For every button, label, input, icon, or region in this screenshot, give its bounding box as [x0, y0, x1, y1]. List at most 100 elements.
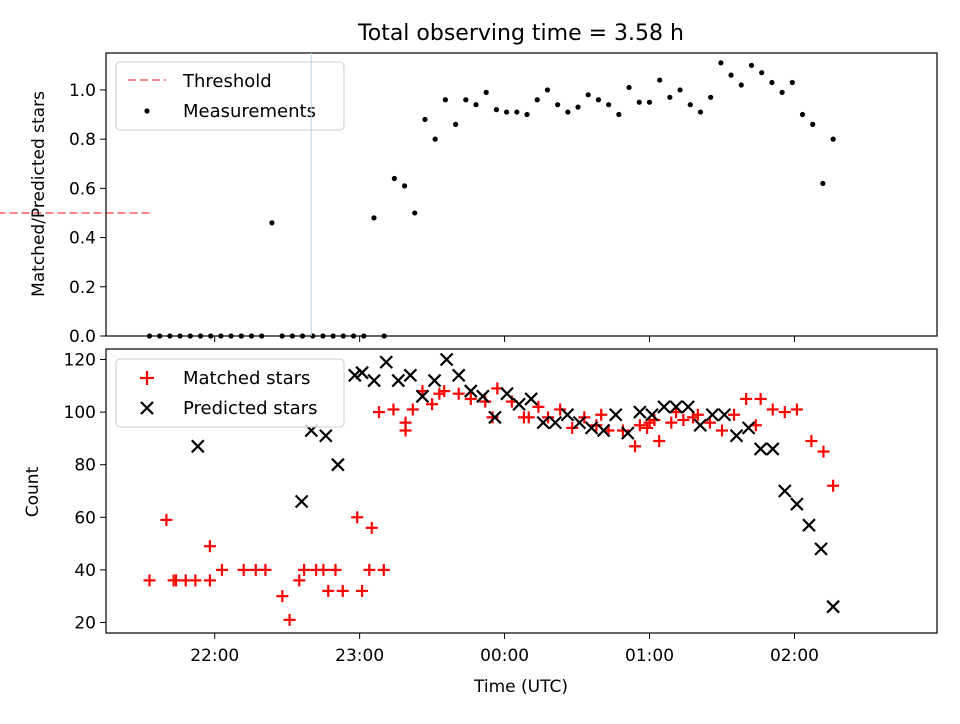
matched-star-point: [365, 521, 378, 534]
measurement-point: [585, 92, 591, 98]
measurement-point: [789, 79, 795, 86]
matched-star-point: [522, 411, 535, 424]
predicted-star-point: [645, 407, 659, 422]
predicted-star-point: [415, 389, 430, 404]
predicted-star-point: [548, 415, 563, 430]
predicted-star-point: [403, 368, 418, 383]
measurement-point: [452, 121, 459, 127]
predicted-star-point: [621, 426, 635, 440]
predicted-star-point: [379, 355, 393, 369]
x-tick-label: 22:00: [190, 646, 239, 666]
measurement-point: [493, 107, 500, 113]
matched-star-point: [452, 387, 465, 400]
predicted-star-point: [717, 407, 732, 422]
measurement-point: [473, 102, 479, 108]
predicted-star-point: [367, 373, 381, 388]
count-y-axis-label: Count: [23, 466, 43, 517]
matched-star-point: [298, 563, 311, 576]
y-tick-label: 20: [74, 613, 96, 633]
measurement-point: [799, 111, 806, 118]
measurement-point: [401, 183, 408, 189]
predicted-star-point: [705, 407, 720, 422]
predicted-star-point: [536, 415, 551, 430]
matched-star-point: [766, 403, 779, 416]
matched-star-point: [740, 392, 753, 405]
predicted-star-point: [427, 373, 442, 388]
measurement-point: [820, 180, 826, 187]
matched-star-point: [143, 574, 156, 587]
measurement-point: [575, 104, 581, 110]
matched-star-point: [616, 424, 629, 437]
matched-star-point: [276, 590, 289, 603]
predicted-star-point: [439, 352, 454, 367]
measurement-point: [779, 89, 785, 95]
predicted-star-point: [765, 442, 780, 456]
predicted-star-point: [790, 497, 804, 511]
ratio-legend: Threshold Measurements: [115, 61, 345, 131]
matched-star-point: [827, 479, 840, 492]
measurements-legend-label: Measurements: [183, 101, 316, 122]
measurement-point: [748, 62, 755, 68]
matched-star-point: [728, 408, 741, 421]
predicted-star-point: [451, 368, 466, 383]
measurement-point: [718, 60, 724, 66]
predicted-legend-label: Predicted stars: [183, 398, 317, 419]
predicted-star-point: [488, 410, 502, 425]
y-tick-label: 60: [74, 508, 96, 528]
matched-star-point: [259, 563, 272, 576]
measurement-point: [544, 87, 551, 93]
matched-star-point: [653, 435, 666, 448]
ratio-plot-area: [0, 60, 836, 339]
measurement-point: [830, 136, 836, 142]
matched-star-point: [464, 392, 477, 405]
count-legend: Matched stars Predicted stars: [115, 358, 345, 428]
predicted-star-point: [476, 389, 490, 404]
measurement-point: [534, 97, 540, 103]
figure-title: Total observing time = 3.58 h: [357, 21, 684, 46]
matched-star-point: [322, 584, 335, 597]
matched-star-point: [387, 403, 400, 416]
measurement-point: [810, 121, 816, 127]
measurement-point: [687, 102, 693, 108]
measurement-point: [442, 97, 448, 103]
x-tick-label: 02:00: [770, 646, 819, 666]
predicted-star-point: [608, 407, 623, 422]
matched-star-point: [189, 574, 202, 587]
matched-star-point: [754, 392, 767, 405]
ratio-panel: 0.0 0.2 0.4 0.6 0.8 1.0 Matched/Predicted sta…: [0, 52, 938, 347]
matched-star-point: [677, 414, 690, 426]
predicted-star-point: [319, 428, 333, 443]
matched-star-point: [351, 511, 364, 524]
predicted-star-point: [657, 400, 671, 414]
matched-star-point: [215, 563, 228, 576]
matched-star-point: [160, 513, 173, 526]
measurement-point: [483, 89, 489, 95]
ratio-y-axis-label: Matched/Predicted stars: [29, 91, 49, 297]
predicted-star-point: [500, 386, 514, 401]
matched-star-point: [203, 574, 216, 587]
measurement-point: [269, 220, 275, 226]
matched-star-point: [633, 419, 646, 432]
count-y-ticks: 20 40 60 80 100 120: [64, 351, 106, 633]
predicted-star-point: [729, 428, 744, 443]
predicted-star-point: [391, 373, 406, 388]
matched-star-point: [310, 563, 323, 576]
measurement-point: [524, 111, 530, 118]
predicted-star-point: [584, 421, 599, 435]
measurement-point: [769, 79, 775, 86]
y-tick-label: 0.0: [69, 327, 96, 347]
measurement-point: [708, 94, 714, 100]
predicted-star-point: [669, 400, 683, 414]
predicted-star-point: [814, 542, 828, 556]
measurements-legend-swatch: [144, 108, 150, 114]
matched-star-point: [687, 411, 700, 424]
y-tick-label: 120: [64, 351, 96, 371]
measurement-point: [504, 109, 510, 115]
measurement-point: [657, 77, 663, 83]
predicted-star-point: [693, 418, 708, 433]
count-x-ticks: 22:00 23:00 00:00 01:00 02:00: [190, 633, 819, 666]
predicted-star-point: [802, 518, 816, 532]
y-tick-label: 0.8: [69, 130, 96, 150]
measurement-point: [728, 72, 734, 78]
